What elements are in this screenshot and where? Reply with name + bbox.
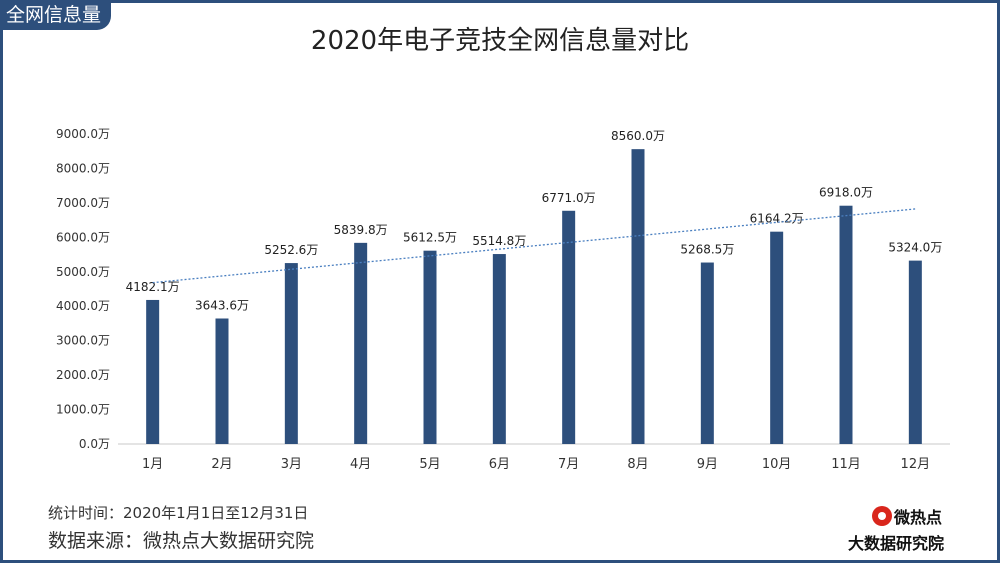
bar xyxy=(146,299,160,444)
logo-line2: 大数据研究院 xyxy=(848,534,945,553)
x-tick-label: 11月 xyxy=(831,457,861,472)
chart-title: 2020年电子竞技全网信息量对比 xyxy=(310,26,690,56)
x-tick-label: 12月 xyxy=(901,457,931,472)
bar xyxy=(839,205,853,444)
bar-value-label: 5612.5万 xyxy=(403,231,457,245)
bar-value-label: 6771.0万 xyxy=(542,191,596,205)
bar xyxy=(700,262,714,444)
bar xyxy=(631,149,645,444)
x-tick-label: 8月 xyxy=(627,457,648,472)
y-tick-label: 9000.0万 xyxy=(56,127,110,141)
x-tick-label: 9月 xyxy=(697,457,718,472)
x-tick-label: 10月 xyxy=(762,457,792,472)
bar-value-label: 5324.0万 xyxy=(888,241,942,255)
y-tick-label: 2000.0万 xyxy=(56,368,110,382)
bar-value-label: 4182.1万 xyxy=(126,280,180,294)
bar-value-label: 6164.2万 xyxy=(750,212,804,226)
y-tick-label: 6000.0万 xyxy=(56,230,110,244)
bar-value-label: 5252.6万 xyxy=(264,243,318,257)
bar-value-label: 8560.0万 xyxy=(611,129,665,143)
y-tick-label: 8000.0万 xyxy=(56,161,110,175)
bar xyxy=(354,242,368,444)
x-tick-label: 2月 xyxy=(211,457,232,472)
bar xyxy=(770,231,784,444)
statistics-period: 统计时间：2020年1月1日至12月31日 xyxy=(48,504,309,522)
y-tick-label: 0.0万 xyxy=(79,437,110,451)
brand-logo: 微热点 大数据研究院 xyxy=(848,504,978,554)
x-tick-label: 7月 xyxy=(558,457,579,472)
bar-value-label: 5839.8万 xyxy=(334,223,388,237)
y-tick-label: 7000.0万 xyxy=(56,196,110,210)
bar-value-label: 5268.5万 xyxy=(680,243,734,257)
x-tick-label: 6月 xyxy=(489,457,510,472)
logo-line1: 微热点 xyxy=(894,508,943,527)
bar xyxy=(908,260,922,444)
bar xyxy=(562,210,576,444)
x-tick-label: 1月 xyxy=(142,457,163,472)
bar xyxy=(284,263,298,444)
x-tick-label: 3月 xyxy=(281,457,302,472)
bar xyxy=(492,254,506,444)
bar-value-label: 6918.0万 xyxy=(819,186,873,200)
chart-tag: 全网信息量 xyxy=(0,0,112,30)
data-source: 数据来源：微热点大数据研究院 xyxy=(48,530,315,552)
x-tick-label: 4月 xyxy=(350,457,371,472)
y-tick-label: 3000.0万 xyxy=(56,334,110,348)
y-tick-label: 5000.0万 xyxy=(56,265,110,279)
y-tick-label: 1000.0万 xyxy=(56,403,110,417)
x-tick-label: 5月 xyxy=(419,457,440,472)
y-tick-label: 4000.0万 xyxy=(56,299,110,313)
bar xyxy=(423,250,437,444)
bar-value-label: 3643.6万 xyxy=(195,298,249,312)
bar-value-label: 5514.8万 xyxy=(472,234,526,248)
bar xyxy=(215,318,229,444)
weibo-eye-icon xyxy=(872,506,892,526)
